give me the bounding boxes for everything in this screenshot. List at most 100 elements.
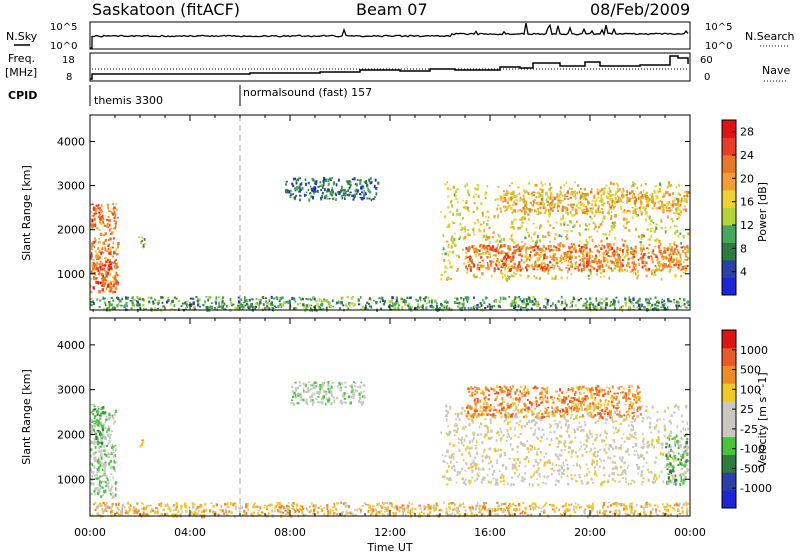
range-cell bbox=[504, 455, 506, 457]
range-cell bbox=[391, 296, 393, 299]
range-cell bbox=[310, 384, 312, 387]
range-cell bbox=[108, 428, 110, 431]
range-cell bbox=[361, 197, 363, 200]
range-cell bbox=[545, 248, 547, 250]
range-cell bbox=[313, 386, 315, 389]
range-cell bbox=[114, 220, 116, 222]
range-cell bbox=[522, 268, 524, 271]
range-cell bbox=[476, 304, 478, 307]
range-cell bbox=[480, 224, 482, 226]
range-cell bbox=[496, 439, 498, 442]
range-cell bbox=[615, 427, 617, 430]
range-cell bbox=[465, 296, 467, 299]
range-cell bbox=[589, 216, 591, 218]
range-cell bbox=[632, 258, 634, 260]
range-cell bbox=[376, 301, 378, 303]
range-cell bbox=[99, 475, 101, 477]
range-cell bbox=[531, 308, 533, 310]
range-cell bbox=[604, 404, 606, 406]
range-cell bbox=[105, 418, 107, 421]
range-cell bbox=[456, 482, 458, 484]
range-cell bbox=[539, 476, 541, 478]
range-cell bbox=[564, 221, 566, 224]
range-cell bbox=[537, 269, 539, 271]
range-cell bbox=[672, 204, 674, 207]
range-cell bbox=[348, 189, 350, 192]
range-cell bbox=[364, 190, 366, 192]
range-cell bbox=[523, 298, 525, 300]
range-cell bbox=[586, 254, 588, 257]
range-cell bbox=[112, 281, 114, 283]
range-cell bbox=[186, 301, 188, 303]
range-cell bbox=[301, 398, 303, 401]
range-cell bbox=[548, 214, 550, 218]
range-cell bbox=[579, 259, 581, 261]
range-cell bbox=[318, 396, 320, 398]
range-cell bbox=[451, 204, 453, 207]
range-cell bbox=[252, 299, 254, 301]
range-cell bbox=[449, 262, 451, 265]
range-cell bbox=[608, 193, 610, 195]
range-cell bbox=[539, 277, 541, 280]
range-cell bbox=[355, 190, 357, 193]
range-cell bbox=[590, 448, 592, 451]
range-cell bbox=[604, 448, 606, 452]
range-cell bbox=[654, 474, 657, 477]
range-cell bbox=[498, 412, 500, 414]
range-cell bbox=[556, 257, 558, 260]
range-cell bbox=[566, 431, 568, 433]
range-cell bbox=[580, 298, 582, 300]
range-cell bbox=[613, 472, 615, 476]
range-cell bbox=[471, 245, 473, 248]
range-cell bbox=[300, 298, 302, 300]
range-cell bbox=[454, 233, 456, 235]
velocity-data bbox=[90, 381, 689, 518]
range-cell bbox=[401, 306, 403, 309]
range-cell bbox=[501, 474, 503, 476]
range-cell bbox=[292, 396, 294, 399]
range-cell bbox=[602, 218, 604, 220]
range-cell bbox=[502, 244, 504, 247]
range-cell bbox=[349, 187, 351, 189]
range-cell bbox=[640, 191, 642, 194]
range-cell bbox=[241, 305, 243, 308]
range-cell bbox=[460, 412, 462, 415]
range-cell bbox=[514, 391, 516, 394]
range-cell bbox=[664, 256, 666, 259]
range-cell bbox=[552, 209, 554, 212]
range-cell bbox=[514, 429, 516, 431]
range-cell bbox=[487, 251, 489, 253]
range-cell bbox=[554, 420, 556, 422]
range-cell bbox=[498, 234, 500, 236]
range-cell bbox=[595, 297, 597, 299]
range-cell bbox=[525, 415, 527, 417]
range-cell bbox=[250, 303, 252, 306]
range-cell bbox=[493, 254, 495, 256]
range-cell bbox=[461, 307, 463, 309]
range-cell bbox=[93, 241, 95, 244]
range-cell bbox=[561, 455, 563, 457]
range-cell bbox=[655, 227, 657, 230]
range-cell bbox=[517, 244, 519, 247]
range-cell bbox=[616, 409, 618, 412]
range-cell bbox=[681, 198, 683, 200]
range-cell bbox=[446, 477, 448, 479]
range-cell bbox=[672, 266, 675, 268]
range-cell bbox=[637, 270, 639, 274]
range-cell bbox=[511, 221, 513, 225]
range-cell bbox=[495, 483, 497, 486]
range-cell bbox=[339, 191, 341, 194]
range-cell bbox=[483, 221, 485, 224]
range-cell bbox=[524, 203, 526, 205]
range-cell bbox=[353, 305, 355, 307]
range-cell bbox=[681, 415, 683, 418]
range-cell bbox=[664, 435, 666, 438]
range-cell bbox=[535, 459, 537, 461]
range-cell bbox=[675, 211, 678, 214]
range-cell bbox=[571, 456, 573, 458]
range-cell bbox=[102, 475, 104, 477]
range-cell bbox=[443, 234, 445, 237]
range-cell bbox=[616, 393, 619, 395]
range-cell bbox=[646, 247, 648, 249]
range-cell bbox=[519, 265, 521, 268]
